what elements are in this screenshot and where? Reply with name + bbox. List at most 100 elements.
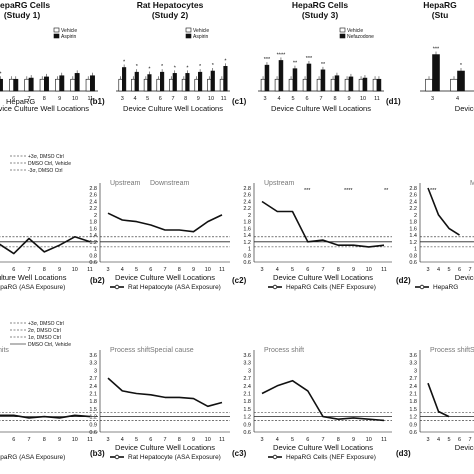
x-tick-label: 5 — [135, 267, 138, 273]
annotation-text: **** — [344, 188, 353, 194]
bar — [134, 71, 139, 92]
annotation-text: Process shift — [430, 347, 470, 354]
y-tick-label: 2.4 — [89, 384, 97, 390]
y-tick-label: 1.2 — [409, 240, 417, 246]
legend-marker — [419, 284, 425, 290]
x-tick-label: 5 — [291, 267, 294, 273]
x-tick-label: 9 — [58, 96, 61, 102]
y-tick-label: 1.6 — [243, 226, 251, 232]
data-series-line — [0, 414, 91, 419]
y-tick-label: 1 — [94, 247, 97, 253]
x-tick-label: 7 — [163, 437, 166, 443]
panel-label: (c1) — [232, 97, 247, 106]
bar — [24, 78, 30, 92]
x-axis-title: Device Culture Well Locations — [273, 273, 373, 282]
x-tick-label: 5 — [135, 437, 138, 443]
x-tick-label: 6 — [149, 437, 152, 443]
x-tick-label: 5 — [291, 437, 294, 443]
x-tick-label: 3 — [121, 96, 124, 102]
x-tick-label: 3 — [260, 267, 263, 273]
panel-label: (d2) — [396, 276, 411, 285]
y-tick-label: 3 — [414, 368, 417, 374]
x-axis-title: Device Culture Well Locations — [273, 443, 373, 452]
legend-label: HepaRG (ASA Exposure) — [0, 454, 65, 461]
bar — [425, 78, 433, 92]
legend-label: HepaRG Cells (NEF Exposure) — [286, 454, 376, 461]
x-tick-label: 10 — [366, 267, 372, 273]
y-tick-label: 1.4 — [409, 233, 417, 239]
x-tick-label: 10 — [360, 96, 366, 102]
y-tick-label: 3.6 — [243, 353, 251, 359]
significance-marker: ** — [293, 61, 298, 67]
panel-title: HepaRG — [423, 0, 457, 10]
significance-marker: * — [212, 63, 215, 69]
panel-title: Rat Hepatocytes — [137, 0, 204, 10]
y-tick-label: 1.6 — [409, 226, 417, 232]
x-tick-label: 6 — [12, 437, 15, 443]
significance-marker: * — [199, 64, 202, 70]
x-tick-label: 8 — [43, 437, 46, 443]
x-tick-label: 9 — [197, 96, 200, 102]
y-tick-label: 0.6 — [243, 260, 251, 266]
data-series-line — [427, 187, 460, 236]
x-axis-title: Device C — [455, 104, 474, 113]
bar — [362, 77, 368, 92]
y-tick-label: 1.8 — [243, 399, 251, 405]
annotation-text: Downstream — [150, 180, 189, 187]
x-tick-label: 3 — [106, 437, 109, 443]
legend-marker — [114, 284, 120, 290]
bar — [185, 73, 190, 92]
x-tick-label: 10 — [72, 437, 78, 443]
bar — [0, 78, 3, 92]
y-tick-label: 0.6 — [409, 430, 417, 436]
y-tick-label: 0.6 — [89, 430, 97, 436]
legend-label: Aspirin — [193, 34, 209, 40]
bar — [344, 78, 350, 92]
bar — [306, 63, 312, 92]
x-tick-label: 7 — [27, 267, 30, 273]
annotation-text: Sp — [470, 347, 474, 354]
legend-swatch — [185, 33, 192, 39]
x-tick-label: 6 — [305, 96, 308, 102]
bar — [260, 78, 266, 92]
y-tick-label: 2.1 — [89, 392, 97, 398]
data-series-line — [427, 382, 450, 418]
bar — [457, 70, 465, 92]
bar — [39, 78, 45, 92]
y-tick-label: 1.8 — [89, 220, 97, 226]
legend-swatch — [185, 27, 192, 33]
panel-title: (Study 3) — [302, 10, 339, 20]
line-panel-c2: 2.82.62.42.221.81.61.41.210.80.6 3 4 5 6 7 8 9 1… — [243, 180, 392, 291]
y-tick-label: 2.1 — [243, 392, 251, 398]
significance-marker: *** — [264, 57, 271, 63]
x-tick-label: 9 — [352, 437, 355, 443]
significance-marker: * — [161, 64, 164, 70]
bar — [172, 73, 177, 92]
legend-label: HepaRG (ASA Exposure) — [0, 284, 65, 291]
x-tick-label: 6 — [306, 267, 309, 273]
x-tick-label: 3 — [431, 96, 434, 102]
bar — [219, 78, 224, 92]
y-tick-label: 0.9 — [89, 422, 97, 428]
y-tick-label: 1.2 — [243, 240, 251, 246]
significance-marker: *** — [306, 56, 313, 62]
x-tick-label: 5 — [291, 96, 294, 102]
x-tick-label: 11 — [219, 267, 225, 273]
y-tick-label: 2.7 — [243, 376, 251, 382]
y-tick-label: 2.7 — [89, 376, 97, 382]
bar — [348, 76, 354, 92]
significance-marker: ** — [321, 62, 326, 68]
x-tick-label: 9 — [192, 437, 195, 443]
x-tick-label: 11 — [87, 437, 93, 443]
x-tick-label: 6 — [149, 267, 152, 273]
annotation-text: Process shift — [110, 347, 150, 354]
bar — [334, 75, 340, 92]
panel-label: (c2) — [232, 276, 247, 285]
x-tick-label: 10 — [208, 96, 214, 102]
x-tick-label: 4 — [277, 96, 280, 102]
legend-label: Vehicle — [61, 28, 77, 34]
line-panel-a3: 6 7 8 9 10 11 HepaRG (ASA Exposure) +3σ, DMSO C… — [0, 321, 98, 461]
panel-title: HepaRG Cells — [0, 0, 50, 10]
